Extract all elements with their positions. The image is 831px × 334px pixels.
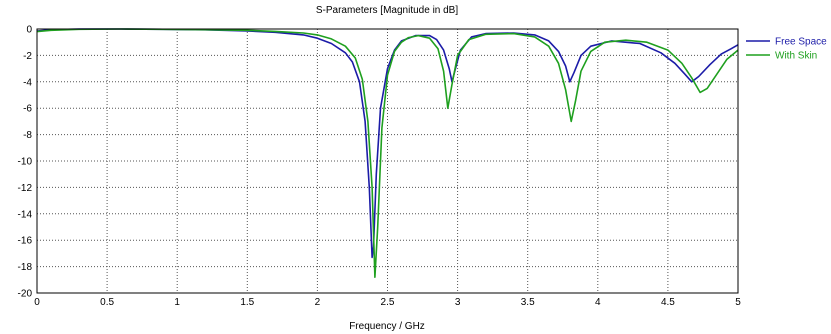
x-tick-label: 1 [174,297,180,308]
chart-title: S-Parameters [Magnitude in dB] [316,5,459,16]
legend-label: Free Space [775,37,827,48]
x-tick-label: 3 [455,297,461,308]
tick-labels: 0 0.5 1 1.5 2 2.5 3 3.5 4 4.5 5 0 -2 -4 -6 -8 -10 -12 -14 -… [18,25,742,309]
y-tick-label: -6 [23,104,32,115]
x-tick-label: 0.5 [100,297,114,308]
legend-label: With Skin [775,51,817,62]
y-tick-label: -18 [18,262,33,273]
x-axis-label: Frequency / GHz [349,321,425,332]
y-tick-label: 0 [26,25,32,36]
x-tick-label: 5 [735,297,741,308]
grid [37,29,738,293]
x-tick-label: 4.5 [661,297,675,308]
y-tick-label: -16 [18,236,33,247]
x-tick-label: 2.5 [381,297,395,308]
y-tick-label: -12 [18,183,33,194]
x-tick-label: 2 [315,297,321,308]
series-line-1 [36,28,739,259]
x-tick-label: 0 [34,297,40,308]
x-tick-label: 1.5 [240,297,254,308]
y-tick-label: -8 [23,130,32,141]
legend: Free Space With Skin [746,37,827,62]
y-tick-label: -2 [23,51,32,62]
x-tick-label: 3.5 [521,297,535,308]
series-line-2 [36,28,739,278]
y-tick-label: -4 [23,77,32,88]
series-lines [36,28,739,278]
plot-frame [36,28,739,294]
y-tick-label: -10 [18,157,33,168]
y-tick-label: -20 [18,289,33,300]
x-tick-label: 4 [595,297,601,308]
y-tick-label: -14 [18,209,33,220]
